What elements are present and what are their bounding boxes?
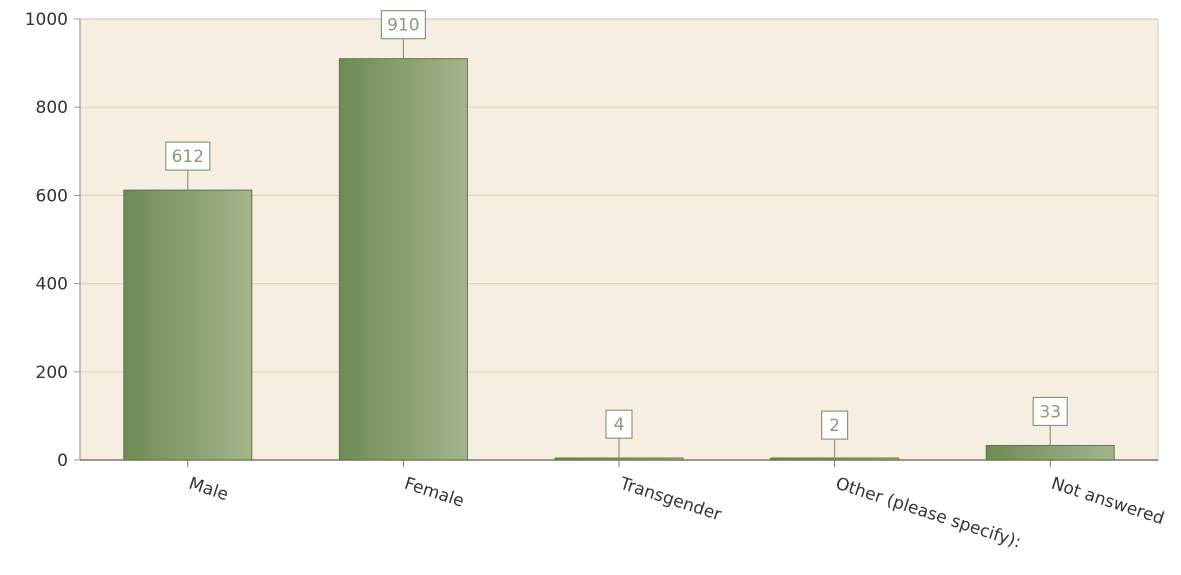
value-label-box (820, 410, 849, 440)
x-tick-label: Other (please specify): (833, 474, 1023, 553)
value-label-box (1032, 396, 1068, 427)
y-tick-label: 1000 (25, 10, 68, 30)
x-tick-label: Transgender (617, 473, 724, 525)
y-tick-label: 400 (36, 275, 68, 295)
value-label-box (380, 10, 426, 40)
bar (554, 457, 684, 461)
y-tick-label: 600 (36, 186, 68, 206)
y-tick-label: 200 (36, 363, 68, 383)
bar (123, 189, 253, 461)
value-label: 910 (387, 16, 419, 36)
bar (338, 58, 468, 461)
y-tick-label: 0 (57, 451, 68, 471)
bar (985, 444, 1115, 461)
value-label-box (605, 409, 633, 439)
value-label-box (165, 141, 211, 171)
y-tick-label: 800 (36, 98, 68, 118)
x-tick-label: Male (186, 474, 230, 505)
x-tick-label: Female (402, 474, 467, 512)
value-label: 33 (1039, 402, 1061, 422)
value-label: 612 (172, 147, 204, 167)
x-tick-label: Not answered (1049, 474, 1167, 529)
plot-background (80, 19, 1158, 460)
value-label: 2 (829, 416, 840, 436)
value-label: 4 (614, 415, 625, 435)
